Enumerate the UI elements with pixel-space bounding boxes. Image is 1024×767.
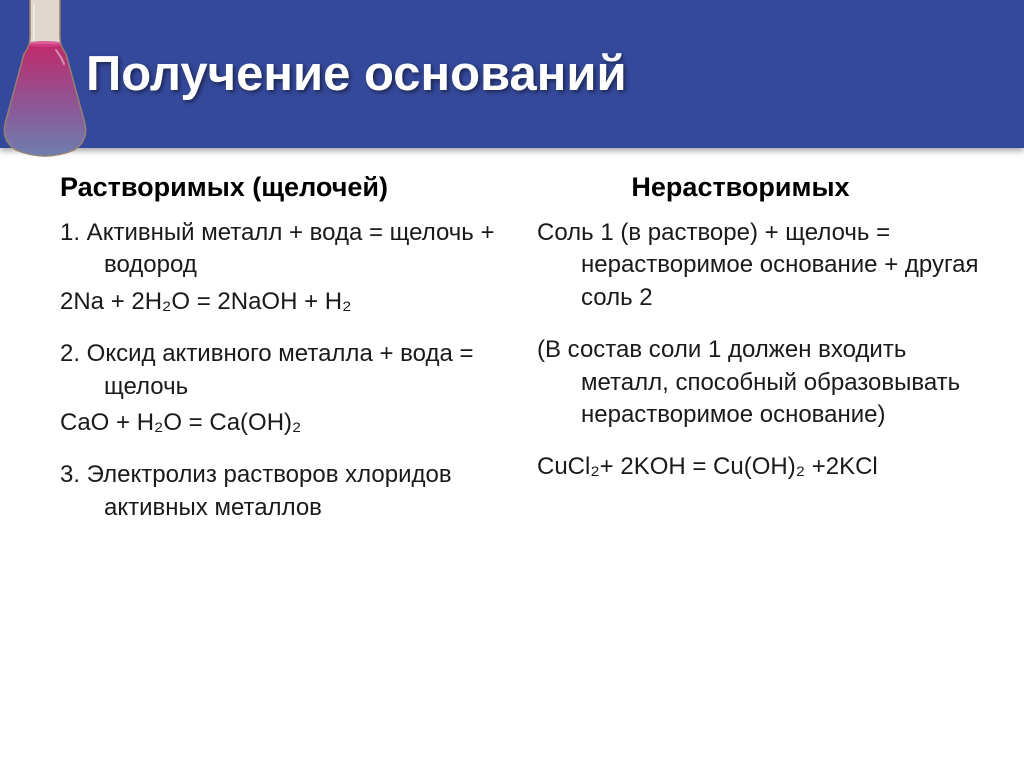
left-item-2a: 2. Оксид активного металла + вода = щело… (60, 338, 507, 403)
content-area: Растворимых (щелочей) 1. Активный металл… (0, 148, 1024, 544)
left-heading: Растворимых (щелочей) (60, 172, 507, 203)
slide-title: Получение оснований (86, 46, 627, 102)
right-item-2: (В состав соли 1 должен входить металл, … (537, 334, 984, 431)
right-item-3: CuCl₂+ 2KOH = Cu(OH)₂ +2KCl (537, 451, 984, 483)
right-heading: Нерастворимых (537, 172, 984, 203)
right-item-1: Соль 1 (в растворе) + щелочь = нераствор… (537, 217, 984, 314)
left-item-1a: 1. Активный металл + вода = щелочь + вод… (60, 217, 507, 282)
title-bar: Получение оснований (0, 0, 1024, 148)
left-item-2b: CaO + H₂O = Ca(OH)₂ (60, 407, 507, 439)
left-item-3: 3. Электролиз растворов хлоридов активны… (60, 459, 507, 524)
left-item-1b: 2Na + 2H₂O = 2NaOH + H₂ (60, 286, 507, 318)
right-column: Нерастворимых Соль 1 (в растворе) + щело… (537, 172, 984, 544)
left-column: Растворимых (щелочей) 1. Активный металл… (60, 172, 507, 544)
